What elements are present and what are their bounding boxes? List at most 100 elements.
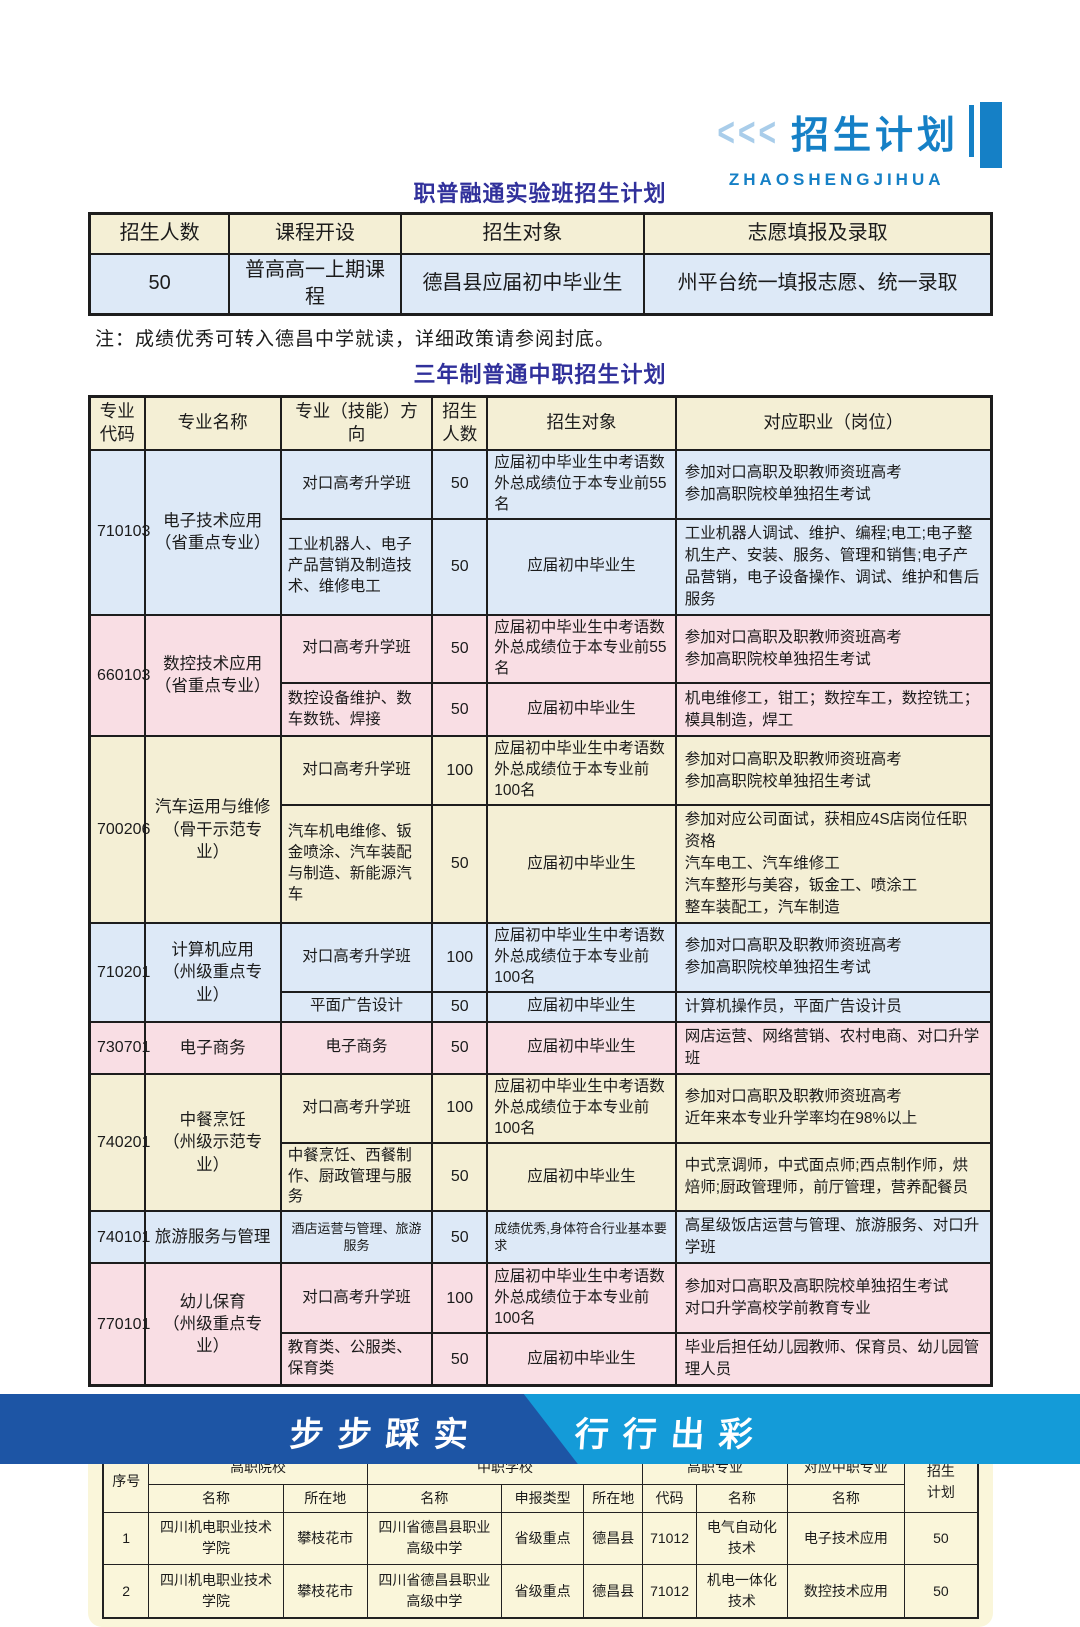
cell: 四川省德昌县职业高级中学 [366, 1563, 503, 1619]
cell-jobs: 参加对口高职及职教师资班高考 参加高职院校单独招生考试 [674, 922, 993, 993]
cell-direction: 数控设备维护、数车数铣、焊接 [279, 682, 434, 738]
cell-direction: 对口高考升学班 [279, 735, 434, 807]
cell-direction: 汽车机电维修、钣金喷涂、汽车装配与制造、新能源汽车 [279, 804, 434, 925]
cell-jobs: 工业机器人调试、维护、编程;电工;电子整机生产、安装、服务、管理和销售;电子产品… [674, 517, 993, 616]
cell: 1 [102, 1511, 150, 1565]
col-header: 名称 [366, 1483, 503, 1513]
table-row: 660103 数控技术应用 （省重点专业） 对口高考升学班 50 应届初中毕业生… [88, 613, 993, 738]
table-row: 740101 旅游服务与管理 酒店运营与管理、旅游服务 50 成绩优秀,身体符合… [88, 1210, 993, 1265]
cell-major-name: 电子商务 [143, 1020, 282, 1075]
cell: 机电一体化技术 [695, 1563, 788, 1619]
cell-count: 50 [431, 1141, 489, 1213]
col-header: 申报类型 [500, 1483, 585, 1513]
cell-direction: 对口高考升学班 [279, 1072, 434, 1144]
col-header: 代码 [642, 1483, 697, 1513]
table2: 专业 代码 专业名称 专业（技能）方向 招生 人数 招生对象 对应职业（岗位） … [88, 394, 993, 1388]
cell-jobs: 机电维修工，钳工；数控车工，数控铣工；模具制造，焊工 [674, 682, 993, 738]
table2-header-row: 专业 代码 专业名称 专业（技能）方向 招生 人数 招生对象 对应职业（岗位） [88, 395, 993, 451]
table-row: 700206 汽车运用与维修 （骨干示范专业） 对口高考升学班 100 应届初中… [88, 735, 993, 925]
cell: 四川机电职业技术学院 [148, 1563, 284, 1619]
cell-jobs: 参加对口高职及职教师资班高考 近年来本专业升学率均在98%以上 [674, 1072, 993, 1144]
cell-direction: 教育类、公服类、保育类 [279, 1332, 434, 1387]
cell: 攀枝花市 [282, 1563, 368, 1619]
cell: 州平台统一填报志愿、统一录取 [643, 252, 993, 315]
cell-major-code: 710201 [88, 922, 150, 1023]
cell-major-name: 数控技术应用 （省重点专业） [143, 613, 282, 738]
cell: 省级重点 [500, 1563, 585, 1619]
cell: 数控技术应用 [786, 1563, 905, 1619]
cell-major-name: 旅游服务与管理 [143, 1210, 282, 1265]
col-header: 招生 人数 [431, 395, 489, 451]
cell-major-code: 770101 [88, 1262, 150, 1387]
cell-target: 应届初中毕业生中考语数外总成绩位于本专业前100名 [486, 735, 677, 807]
table-row: 汽车机电维修、钣金喷涂、汽车装配与制造、新能源汽车 50 应届初中毕业生 参加对… [90, 804, 993, 925]
cell: 电子技术应用 [786, 1511, 905, 1565]
table1-note: 注：成绩优秀可转入德昌中学就读，详细政策请参阅封底。 [95, 328, 616, 350]
cell-direction: 对口高考升学班 [279, 448, 434, 520]
cell-count: 50 [431, 1210, 489, 1265]
cell-direction: 酒店运营与管理、旅游服务 [279, 1210, 434, 1265]
cell-major-code: 700206 [88, 735, 150, 925]
cell-jobs: 中式烹调师，中式面点师;西点制作师，烘焙师;厨政管理师，前厅管理，营养配餐员 [674, 1141, 993, 1213]
cell-target: 成绩优秀,身体符合行业基本要求 [486, 1210, 677, 1265]
cell-major-code: 660103 [88, 613, 150, 738]
cell: 攀枝花市 [282, 1511, 368, 1565]
cell: 电气自动化技术 [695, 1511, 788, 1565]
cell-major-name: 中餐烹饪 （州级示范专业） [143, 1072, 282, 1213]
cell: 2 [102, 1563, 150, 1619]
cell-jobs: 参加对口高职及职教师资班高考 参加高职院校单独招生考试 [674, 448, 993, 520]
brand-header: <<< 招生计划 ZHAOSHENGJIHUA [717, 94, 1002, 190]
table1-data-row: 50 普高高一上期课程 德昌县应届初中毕业生 州平台统一填报志愿、统一录取 [88, 252, 993, 315]
cell-direction: 中餐烹饪、西餐制作、厨政管理与服务 [279, 1141, 434, 1213]
cell-major-name: 汽车运用与维修 （骨干示范专业） [143, 735, 282, 925]
table-row: 740201 中餐烹饪 （州级示范专业） 对口高考升学班 100 应届初中毕业生… [88, 1072, 993, 1213]
cell: 四川省德昌县职业高级中学 [366, 1511, 503, 1565]
col-header: 招生人数 [88, 212, 231, 255]
cell-count: 100 [431, 1072, 489, 1144]
table-row: 教育类、公服类、保育类 50 应届初中毕业生 毕业后担任幼儿园教师、保育员、幼儿… [90, 1332, 993, 1387]
table-row: 710103 电子技术应用 （省重点专业） 对口高考升学班 50 应届初中毕业生… [88, 448, 993, 616]
cell: 普高高一上期课程 [228, 252, 402, 315]
cell-count: 100 [431, 1262, 489, 1335]
cell-direction: 电子商务 [279, 1020, 434, 1075]
page-title-pinyin: ZHAOSHENGJIHUA [728, 170, 945, 189]
chevrons-icon: <<< [717, 111, 779, 156]
cell-target: 应届初中毕业生 [486, 1020, 677, 1075]
cell: 省级重点 [500, 1511, 585, 1565]
footer-slogan-right: 行行出彩 [573, 1416, 769, 1454]
cell-count: 50 [431, 1020, 489, 1075]
cell-major-name: 幼儿保育 （州级重点专业） [143, 1262, 282, 1387]
table-row: 710201 计算机应用 （州级重点专业） 对口高考升学班 100 应届初中毕业… [88, 922, 993, 1023]
accent-bar-thin [969, 105, 974, 157]
col-header: 志愿填报及录取 [643, 212, 993, 255]
footer-slogan-left: 步步踩实 [288, 1416, 484, 1454]
cell-count: 50 [431, 990, 489, 1023]
cell-target: 应届初中毕业生中考语数外总成绩位于本专业前100名 [486, 922, 677, 993]
cell-target: 应届初中毕业生 [486, 517, 677, 616]
cell-jobs: 参加对口高职及职教师资班高考 参加高职院校单独招生考试 [674, 613, 993, 685]
cell-count: 50 [431, 517, 489, 616]
table-row: 770101 幼儿保育 （州级重点专业） 对口高考升学班 100 应届初中毕业生… [88, 1262, 993, 1387]
table1-header-row: 招生人数 课程开设 招生对象 志愿填报及录取 [88, 212, 993, 255]
cell-jobs: 参加对口高职及高职院校单独招生考试 对口升学高校学前教育专业 [674, 1262, 993, 1335]
table-row: 2 四川机电职业技术学院 攀枝花市 四川省德昌县职业高级中学 省级重点 德昌县 … [102, 1563, 979, 1619]
cell-major-name: 计算机应用 （州级重点专业） [143, 922, 282, 1023]
cell: 71012 [642, 1511, 697, 1565]
footer-banner-dark-shape [0, 1394, 578, 1464]
cell-count: 100 [431, 735, 489, 807]
cell-major-code: 730701 [88, 1020, 150, 1075]
cell-direction: 对口高考升学班 [279, 613, 434, 685]
cell-jobs: 计算机操作员，平面广告设计员 [674, 990, 993, 1023]
col-header: 招生对象 [486, 395, 677, 451]
table-row: 1 四川机电职业技术学院 攀枝花市 四川省德昌县职业高级中学 省级重点 德昌县 … [102, 1511, 979, 1565]
cell-target: 应届初中毕业生 [486, 682, 677, 738]
table2-title: 三年制普通中职招生计划 [413, 361, 667, 387]
cell: 德昌县 [583, 1511, 644, 1565]
cell-target: 应届初中毕业生中考语数外总成绩位于本专业前100名 [486, 1262, 677, 1335]
cell: 50 [88, 252, 231, 315]
col-header: 所在地 [282, 1483, 368, 1513]
cell: 50 [903, 1511, 979, 1565]
table-row: 730701 电子商务 电子商务 50 应届初中毕业生 网店运营、网络营销、农村… [88, 1020, 993, 1075]
table3-panel: 序号 高职院校 中职学校 高职专业 对应中职专业 招生 计划 名称 所在地 名称… [88, 1441, 993, 1627]
